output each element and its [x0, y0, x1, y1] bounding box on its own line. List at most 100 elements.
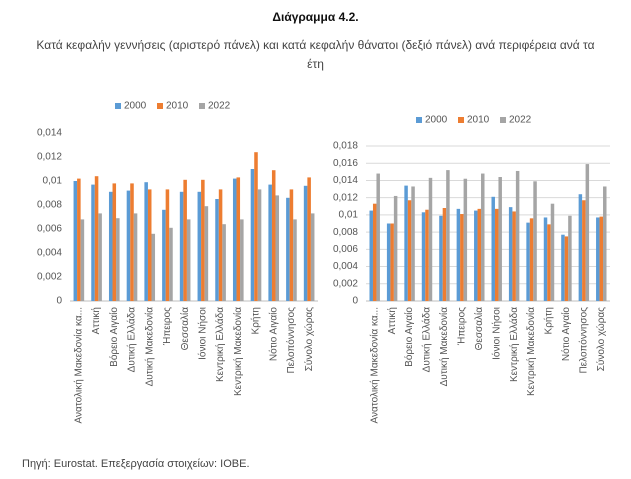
bar — [369, 210, 373, 301]
legend-label: 2022 — [509, 115, 532, 126]
bar — [494, 208, 499, 301]
y-tick-label: 0,012 — [37, 152, 62, 163]
bar — [236, 177, 241, 301]
bar — [183, 179, 187, 301]
bar — [582, 200, 586, 301]
bar — [240, 219, 244, 301]
bar — [275, 195, 280, 301]
bar — [428, 177, 433, 301]
bar — [585, 164, 590, 301]
y-tick-label: 0,018 — [333, 141, 358, 152]
bar — [169, 227, 173, 301]
bar — [439, 215, 443, 301]
bar — [477, 208, 482, 301]
bar — [80, 219, 85, 301]
bar — [268, 184, 272, 301]
bar — [116, 218, 120, 301]
bar — [603, 186, 607, 301]
x-tick-label: Δυτική Ελλάδα — [421, 307, 433, 373]
bar — [215, 199, 219, 301]
bar — [411, 186, 415, 301]
bar — [257, 189, 262, 301]
bar — [151, 233, 156, 301]
bar — [204, 206, 209, 301]
bar — [376, 173, 380, 301]
x-tick-label: Ανατολική Μακεδονία κα... — [72, 307, 84, 423]
bar — [289, 189, 294, 301]
legend-swatch — [416, 117, 422, 123]
y-tick-label: 0 — [56, 296, 62, 307]
bar — [162, 209, 166, 301]
bar — [286, 197, 290, 301]
bar — [232, 178, 237, 301]
x-tick-label: Ανατολική Μακεδονία κα... — [368, 307, 380, 423]
bar — [133, 213, 138, 301]
bar — [568, 215, 572, 301]
bar — [481, 173, 485, 301]
bar — [456, 208, 461, 301]
y-tick-label: 0,002 — [37, 272, 62, 283]
bar — [547, 224, 551, 301]
bar — [94, 176, 99, 301]
x-tick-label: Ιόνιοι Νήσοι — [196, 307, 208, 360]
y-tick-label: 0,014 — [333, 175, 358, 186]
bar — [393, 195, 398, 301]
source: Πηγή: Eurostat. Επεξεργασία στοιχείων: Ι… — [22, 458, 250, 470]
bar — [508, 207, 513, 301]
legend-label: 2000 — [124, 101, 147, 112]
y-tick-label: 0,008 — [37, 200, 62, 211]
bar — [293, 219, 297, 301]
bar — [491, 196, 495, 301]
x-tick-label: Δυτική Μακεδονία — [438, 307, 450, 387]
bar — [515, 170, 520, 301]
bar — [197, 191, 202, 301]
x-tick-label: Κεντρική Ελλάδα — [214, 307, 226, 382]
bar — [144, 182, 148, 301]
x-tick-label: Αττική — [90, 307, 102, 334]
y-tick-label: 0,014 — [37, 128, 62, 139]
title: Διάγραμμα 4.2. — [272, 10, 359, 24]
legend-swatch — [157, 103, 163, 109]
bar — [218, 189, 223, 301]
x-tick-label: Σύνολο χώρας — [595, 307, 607, 371]
legend-label: 2010 — [166, 101, 189, 112]
bar — [254, 152, 258, 301]
bar — [108, 191, 113, 301]
bar — [250, 169, 255, 301]
x-tick-label: Θεσσαλία — [473, 307, 485, 351]
bar — [421, 212, 426, 301]
bar — [564, 236, 569, 301]
bar — [91, 184, 95, 301]
x-tick-label: Βόρειο Αιγαίο — [403, 307, 415, 367]
x-tick-label: Πελοπόννησος — [285, 307, 297, 374]
legend-label: 2022 — [208, 101, 231, 112]
x-tick-label: Ήπειρος — [162, 307, 173, 346]
bar — [561, 234, 565, 301]
x-tick-label: Αττική — [386, 307, 398, 334]
y-tick-label: 0,002 — [333, 278, 358, 289]
x-tick-label: Νότιο Αιγαίο — [560, 307, 572, 361]
x-tick-label: Κεντρική Μακεδονία — [525, 307, 537, 396]
bar — [307, 177, 311, 301]
x-tick-label: Ήπειρος — [456, 307, 467, 346]
legend-swatch — [115, 103, 121, 109]
bar — [77, 178, 81, 301]
bar — [498, 177, 502, 301]
bar — [310, 213, 315, 301]
bar — [446, 170, 450, 301]
legend-label: 2010 — [467, 115, 490, 126]
y-tick-label: 0,008 — [333, 227, 358, 238]
x-tick-label: Δυτική Μακεδονία — [143, 307, 155, 387]
legend-swatch — [500, 117, 506, 123]
bar — [543, 217, 548, 301]
bar — [404, 185, 408, 301]
bar — [222, 224, 226, 301]
x-tick-label: Σύνολο χώρας — [303, 307, 315, 371]
bar — [460, 214, 464, 301]
x-tick-label: Κεντρική Ελλάδα — [508, 307, 520, 382]
y-tick-label: 0,004 — [333, 261, 358, 272]
bar — [550, 203, 555, 301]
bar — [303, 185, 308, 301]
bar — [130, 183, 134, 301]
bar — [179, 191, 184, 301]
